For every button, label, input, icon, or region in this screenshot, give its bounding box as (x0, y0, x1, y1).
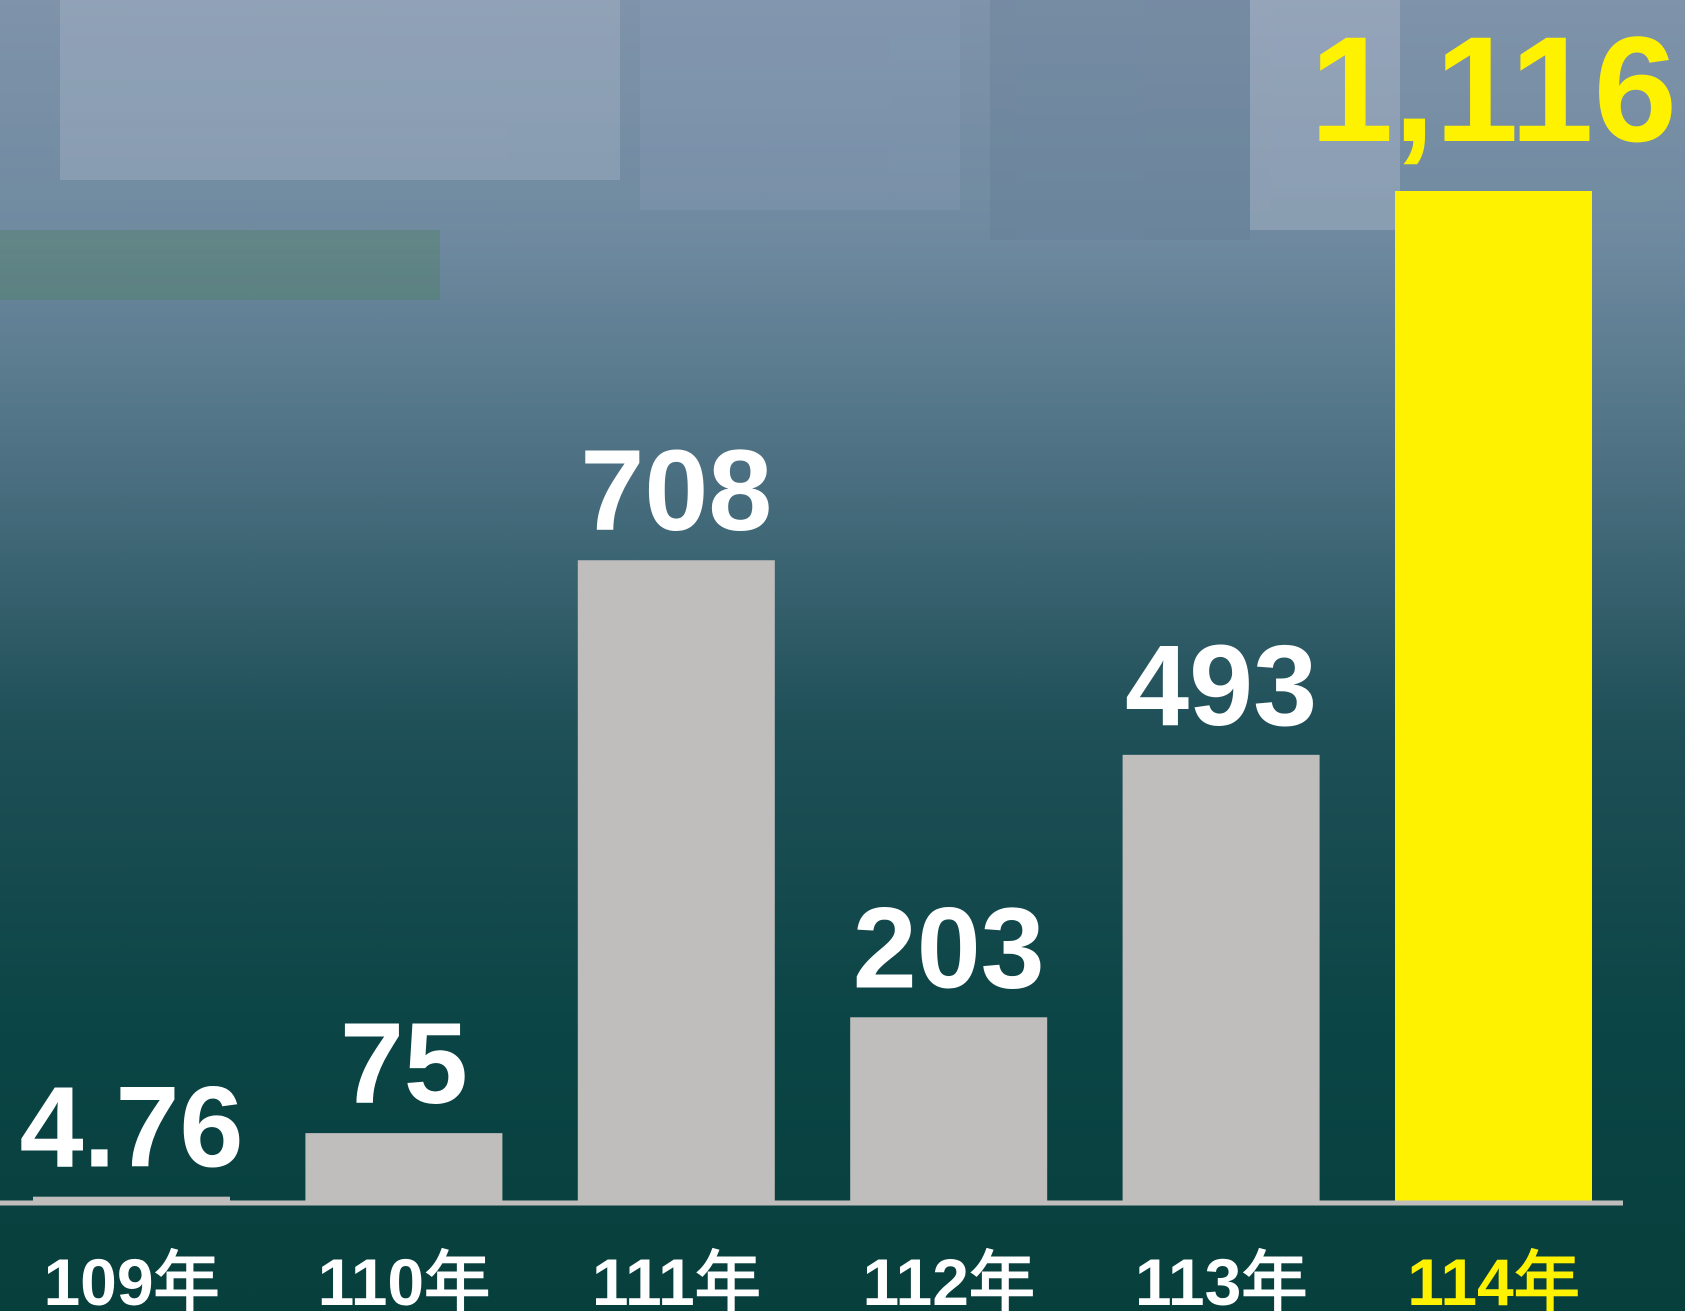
x-tick-label: 109年 (43, 1245, 219, 1311)
x-tick-label: 113年 (1135, 1245, 1307, 1311)
x-tick-label: 111年 (592, 1245, 761, 1311)
background-buildings (0, 0, 1400, 300)
bar (33, 1196, 230, 1201)
bar (1122, 754, 1320, 1201)
value-label: 4.76 (20, 1064, 244, 1192)
bar (850, 1017, 1048, 1201)
x-tick-label: 114年 (1407, 1245, 1579, 1311)
value-label: 203 (853, 884, 1045, 1012)
x-tick-label: 112年 (862, 1245, 1034, 1311)
value-label: 708 (580, 427, 772, 555)
bar (305, 1133, 503, 1201)
value-label: 75 (340, 1000, 468, 1128)
bar (1395, 191, 1592, 1201)
x-tick-label: 110年 (318, 1245, 490, 1311)
value-label: 493 (1125, 622, 1317, 750)
value-label: 1,116 (1310, 5, 1677, 173)
bar (577, 560, 775, 1201)
